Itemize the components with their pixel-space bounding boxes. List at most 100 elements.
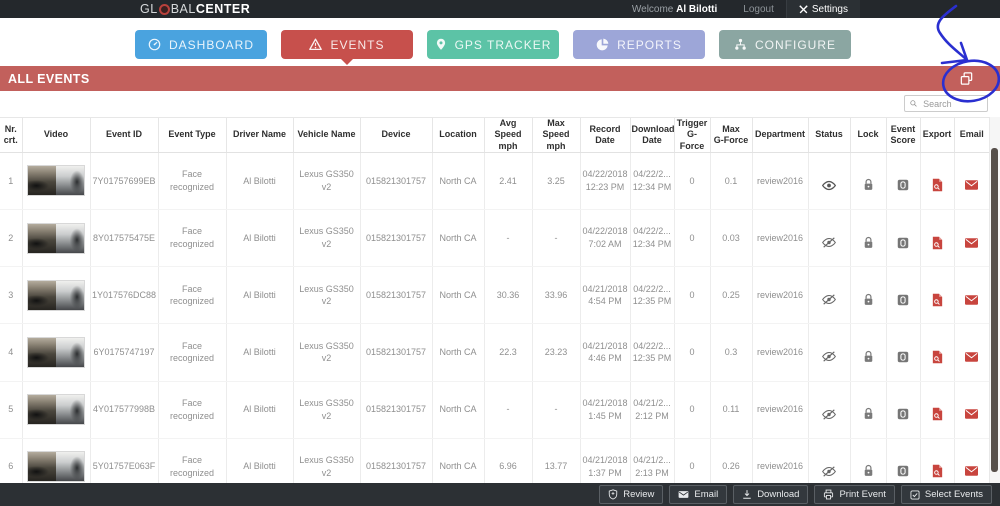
download-button[interactable]: Download [733,485,809,504]
score-cell[interactable] [886,209,921,268]
score-cell[interactable] [886,438,921,484]
export-cell[interactable] [920,381,955,439]
status-cell[interactable] [808,152,851,210]
score-cell[interactable] [886,266,921,325]
padlock-icon[interactable] [863,464,874,478]
pdf-file-icon[interactable] [932,464,943,478]
video-cell[interactable] [22,266,91,325]
column-header[interactable]: Max G-Force [710,118,753,153]
column-header[interactable]: Download Date [630,118,675,153]
padlock-icon[interactable] [863,407,874,421]
review-button[interactable]: Review [599,485,664,504]
eye-icon[interactable] [821,180,837,191]
status-cell[interactable] [808,438,851,484]
pdf-file-icon[interactable] [932,236,943,250]
video-thumbnail[interactable] [27,279,85,311]
export-cell[interactable] [920,266,955,325]
table-row[interactable]: 1 7Y01757699EB Face recognized Al Bilott… [0,152,989,210]
video-thumbnail[interactable] [27,451,85,483]
pdf-file-icon[interactable] [932,293,943,307]
eye-icon[interactable] [821,466,837,477]
column-header[interactable]: Location [432,118,485,153]
column-header[interactable]: Trigger G-Force [674,118,711,153]
envelope-icon[interactable] [965,180,979,191]
status-cell[interactable] [808,266,851,325]
column-header[interactable]: Record Date [580,118,631,153]
column-header[interactable]: Max Speed mph [532,118,581,153]
column-header[interactable]: Driver Name [226,118,294,153]
table-row[interactable]: 6 5Y01757E063F Face recognized Al Bilott… [0,438,989,484]
score-badge-icon[interactable] [897,465,909,477]
settings-button[interactable]: Settings [785,0,860,18]
envelope-icon[interactable] [965,295,979,305]
column-header[interactable]: Lock [850,118,887,153]
video-cell[interactable] [22,152,91,210]
padlock-icon[interactable] [863,350,874,364]
video-cell[interactable] [22,381,91,439]
search-input[interactable] [921,97,982,110]
padlock-icon[interactable] [863,293,874,307]
score-badge-icon[interactable] [897,408,909,420]
email-cell[interactable] [954,323,989,382]
envelope-icon[interactable] [965,466,979,476]
column-header[interactable]: Status [808,118,851,153]
email-cell[interactable] [954,152,989,210]
video-thumbnail[interactable] [27,165,85,197]
pdf-file-icon[interactable] [932,407,943,421]
column-header[interactable]: Event Score [886,118,921,153]
score-badge-icon[interactable] [897,179,909,191]
tab-configure[interactable]: CONFIGURE [719,30,851,59]
table-row[interactable]: 4 6Y0175747197 Face recognized Al Bilott… [0,323,989,382]
column-header[interactable]: Video [22,118,91,153]
table-row[interactable]: 3 1Y017576DC88 Face recognized Al Bilott… [0,266,989,325]
score-cell[interactable] [886,381,921,439]
score-cell[interactable] [886,152,921,210]
eye-icon[interactable] [821,351,837,363]
score-badge-icon[interactable] [897,237,909,249]
lock-cell[interactable] [850,381,887,439]
lock-cell[interactable] [850,438,887,484]
video-cell[interactable] [22,438,91,484]
padlock-icon[interactable] [863,178,874,192]
score-cell[interactable] [886,323,921,382]
select-events-button[interactable]: Select Events [900,485,992,504]
column-header[interactable]: Nr. crt. [0,118,23,153]
score-badge-icon[interactable] [897,351,909,363]
lock-cell[interactable] [850,323,887,382]
tab-reports[interactable]: REPORTS [573,30,705,59]
print-event-button[interactable]: Print Event [814,485,895,504]
tab-gps-tracker[interactable]: GPS TRACKER [427,30,559,59]
eye-icon[interactable] [821,294,837,305]
export-cell[interactable] [920,152,955,210]
video-thumbnail[interactable] [27,336,85,368]
eye-icon[interactable] [821,237,837,248]
video-thumbnail[interactable] [27,222,85,254]
column-header[interactable]: Export [920,118,955,153]
video-thumbnail[interactable] [27,394,85,426]
lock-cell[interactable] [850,152,887,210]
lock-cell[interactable] [850,209,887,268]
column-header[interactable]: Event Type [158,118,227,153]
email-cell[interactable] [954,209,989,268]
scrollbar-thumb[interactable] [991,148,998,472]
video-cell[interactable] [22,209,91,268]
export-cell[interactable] [920,438,955,484]
column-header[interactable]: Event ID [90,118,159,153]
status-cell[interactable] [808,209,851,268]
vertical-scrollbar[interactable] [989,117,1000,483]
status-cell[interactable] [808,381,851,439]
tab-events[interactable]: EVENTS [281,30,413,65]
pdf-file-icon[interactable] [932,350,943,364]
search-box[interactable] [904,95,988,112]
export-cell[interactable] [920,209,955,268]
eye-icon[interactable] [821,408,837,420]
email-button[interactable]: Email [669,485,728,504]
column-header[interactable]: Vehicle Name [293,118,361,153]
copy-pages-icon[interactable] [959,71,974,86]
email-cell[interactable] [954,266,989,325]
envelope-icon[interactable] [965,352,979,362]
column-header[interactable]: Email [954,118,989,153]
lock-cell[interactable] [850,266,887,325]
logout-link[interactable]: Logout [743,3,774,15]
email-cell[interactable] [954,381,989,439]
